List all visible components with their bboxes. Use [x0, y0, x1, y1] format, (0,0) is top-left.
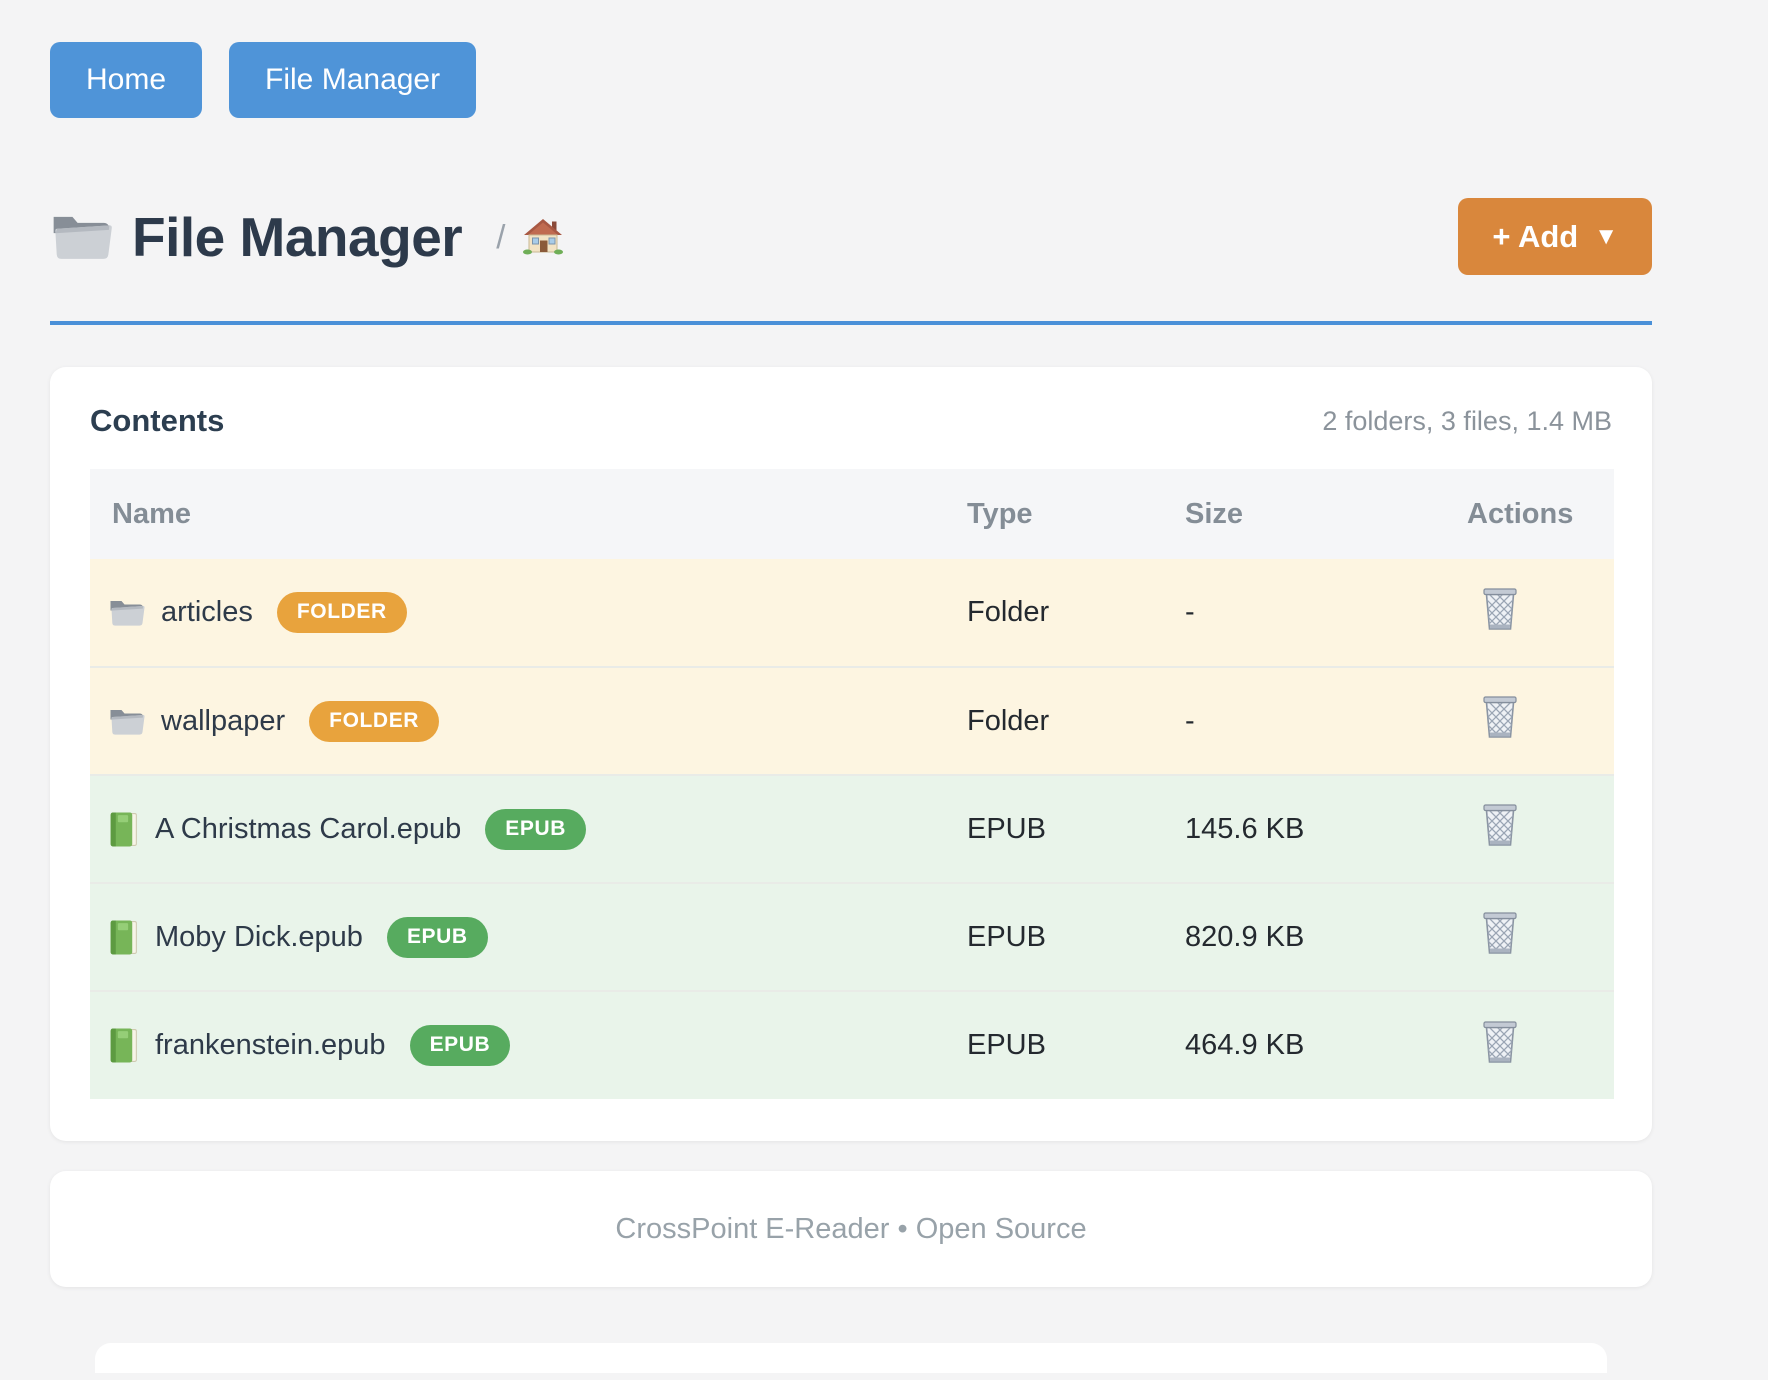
column-header-actions: Actions	[1442, 469, 1614, 559]
breadcrumb-separator: /	[496, 217, 506, 255]
file-name[interactable]: Moby Dick.epub	[155, 920, 363, 953]
column-header-size: Size	[1185, 469, 1442, 559]
book-icon	[108, 919, 139, 956]
name-cell: wallpaper FOLDER	[90, 666, 967, 775]
table-row: frankenstein.epub EPUB EPUB 464.9 KB	[90, 990, 1614, 1099]
page-header: File Manager / + Add ▼	[50, 198, 1652, 275]
table-row: articles FOLDER Folder -	[90, 559, 1614, 667]
trash-icon	[1479, 910, 1521, 959]
add-button[interactable]: + Add ▼	[1458, 198, 1652, 275]
folder-icon	[108, 706, 145, 737]
column-header-type: Type	[967, 469, 1185, 559]
contents-card-header: Contents 2 folders, 3 files, 1.4 MB	[90, 403, 1612, 439]
page-title-group: File Manager /	[50, 205, 564, 269]
table-row: A Christmas Carol.epub EPUB EPUB 145.6 KB	[90, 774, 1614, 883]
name-cell: articles FOLDER	[90, 559, 967, 667]
trash-icon	[1479, 1019, 1521, 1068]
type-cell: Folder	[967, 596, 1050, 628]
contents-heading: Contents	[90, 403, 225, 438]
actions-cell	[1442, 990, 1614, 1099]
delete-button[interactable]	[1479, 694, 1521, 743]
book-icon	[108, 811, 139, 848]
house-icon[interactable]	[523, 218, 564, 255]
file-name[interactable]: wallpaper	[161, 704, 286, 737]
column-header-name: Name	[90, 469, 967, 559]
nav-buttons: Home File Manager	[50, 42, 1652, 118]
file-name[interactable]: A Christmas Carol.epub	[155, 812, 462, 845]
actions-cell	[1442, 559, 1614, 667]
footer-text: CrossPoint E-Reader • Open Source	[615, 1212, 1087, 1245]
files-table: Name Type Size Actions articles FOLDER Fol…	[90, 469, 1614, 1099]
next-card-peek	[95, 1343, 1607, 1373]
size-cell: -	[1185, 666, 1442, 775]
delete-button[interactable]	[1479, 802, 1521, 851]
name-cell: A Christmas Carol.epub EPUB	[90, 774, 967, 883]
contents-card: Contents 2 folders, 3 files, 1.4 MB Name…	[50, 367, 1652, 1141]
size-cell: 820.9 KB	[1185, 882, 1442, 991]
size-cell: -	[1185, 596, 1195, 628]
type-badge: FOLDER	[309, 700, 440, 742]
nav-file-manager-button[interactable]: File Manager	[229, 42, 477, 118]
type-badge: EPUB	[386, 916, 488, 958]
page-title: File Manager	[132, 205, 463, 268]
header-divider	[50, 321, 1652, 325]
actions-cell	[1442, 666, 1614, 775]
footer: CrossPoint E-Reader • Open Source	[50, 1171, 1652, 1287]
nav-home-button[interactable]: Home	[50, 42, 203, 118]
file-name[interactable]: frankenstein.epub	[155, 1029, 386, 1061]
table-row: wallpaper FOLDER Folder -	[90, 666, 1614, 775]
size-cell: 145.6 KB	[1185, 774, 1442, 883]
size-cell: 464.9 KB	[1185, 990, 1442, 1099]
delete-button[interactable]	[1479, 586, 1521, 635]
type-cell: Folder	[967, 666, 1185, 775]
file-name[interactable]: articles	[161, 596, 253, 628]
book-icon	[108, 1027, 139, 1064]
actions-cell	[1442, 882, 1614, 991]
add-button-label: + Add	[1492, 218, 1579, 254]
folder-icon	[108, 597, 145, 628]
page: Home File Manager File Manager /	[50, 0, 1652, 1373]
caret-down-icon: ▼	[1594, 222, 1618, 250]
delete-button[interactable]	[1479, 910, 1521, 959]
trash-icon	[1479, 586, 1521, 635]
trash-icon	[1479, 694, 1521, 743]
name-cell: frankenstein.epub EPUB	[90, 990, 967, 1099]
type-badge: EPUB	[409, 1025, 511, 1066]
table-header-row: Name Type Size Actions	[90, 469, 1614, 559]
trash-icon	[1479, 802, 1521, 851]
actions-cell	[1442, 774, 1614, 883]
type-cell: EPUB	[967, 774, 1185, 883]
type-cell: EPUB	[967, 882, 1185, 991]
delete-button[interactable]	[1479, 1019, 1521, 1068]
type-badge: FOLDER	[276, 592, 407, 633]
name-cell: Moby Dick.epub EPUB	[90, 882, 967, 991]
type-badge: EPUB	[485, 808, 586, 850]
contents-summary: 2 folders, 3 files, 1.4 MB	[1322, 405, 1612, 436]
type-cell: EPUB	[967, 990, 1185, 1099]
table-row: Moby Dick.epub EPUB EPUB 820.9 KB	[90, 882, 1614, 991]
folder-icon	[50, 210, 112, 263]
